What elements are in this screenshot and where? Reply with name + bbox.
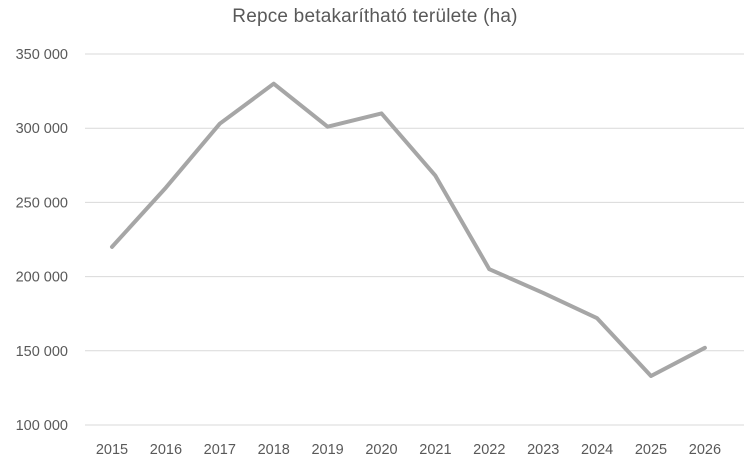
y-axis-tick-label: 350 000	[16, 47, 68, 63]
y-axis-tick-label: 200 000	[16, 270, 68, 286]
y-axis-tick-label: 150 000	[16, 344, 68, 360]
x-axis-tick-label: 2026	[689, 442, 721, 458]
y-axis-tick-label: 300 000	[16, 121, 68, 137]
chart-title: Repce betakarítható területe (ha)	[232, 6, 518, 27]
x-axis-tick-label: 2024	[581, 442, 613, 458]
x-axis-tick-label: 2016	[150, 442, 182, 458]
x-axis-tick-label: 2022	[473, 442, 505, 458]
x-axis-tick-label: 2023	[527, 442, 559, 458]
y-axis-tick-label: 250 000	[16, 195, 68, 211]
y-axis-tick-label: 100 000	[16, 418, 68, 434]
x-axis-tick-label: 2017	[204, 442, 236, 458]
x-axis-tick-label: 2020	[365, 442, 397, 458]
x-axis-tick-label: 2025	[635, 442, 667, 458]
data-series-line	[110, 81, 707, 378]
x-axis-tick-label: 2021	[419, 442, 451, 458]
x-axis-tick-label: 2019	[311, 442, 343, 458]
x-axis-tick-label: 2015	[96, 442, 128, 458]
x-axis-tick-label: 2018	[258, 442, 290, 458]
